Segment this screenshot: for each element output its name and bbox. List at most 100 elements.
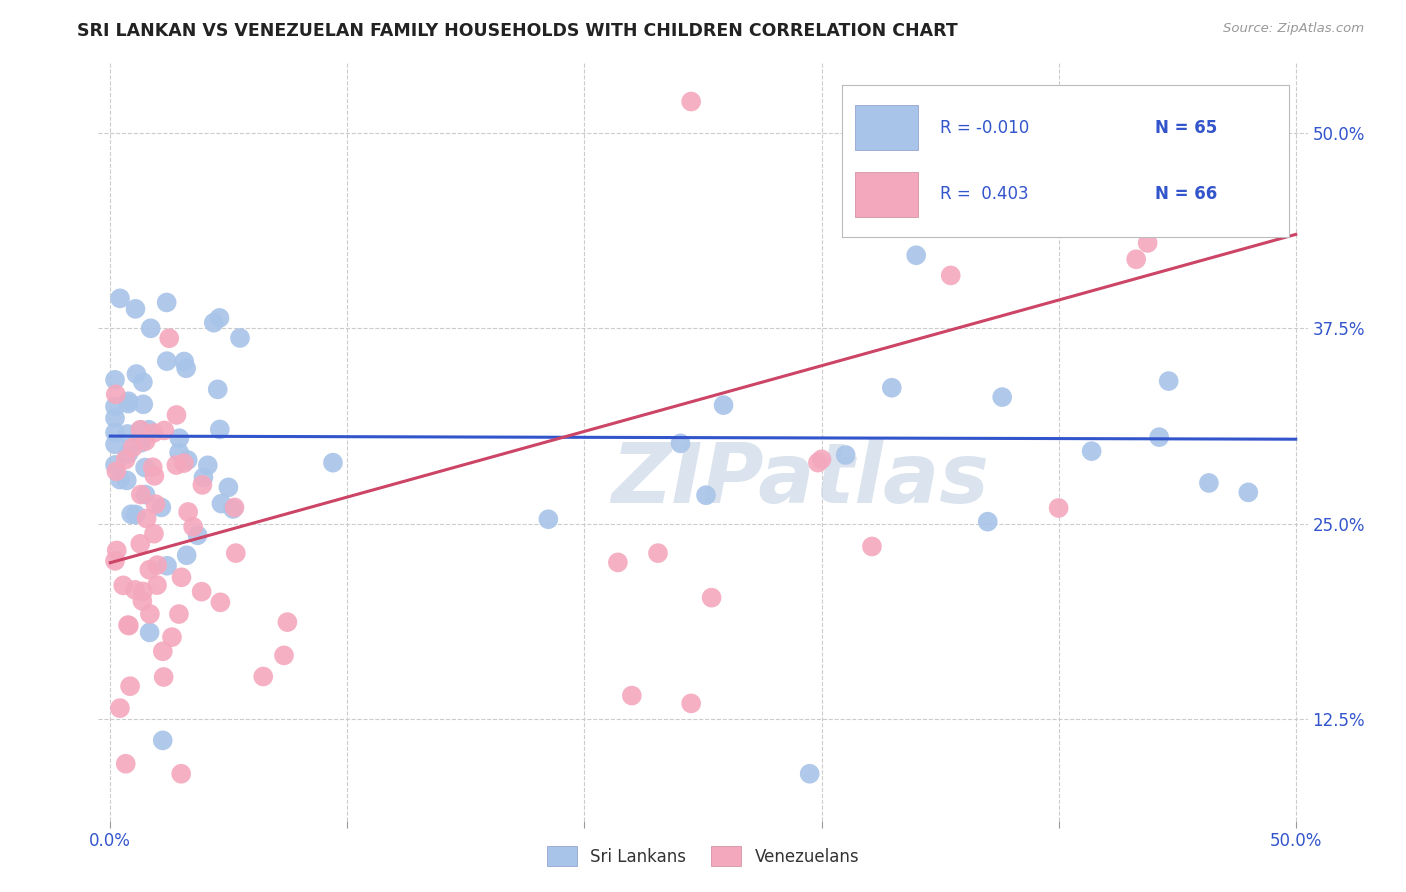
Point [173,354,195,368]
Point [905,248,928,262]
Point [880,381,903,395]
Point [142,425,165,440]
Point [208,422,231,436]
Point [132,397,155,411]
Point [104,437,127,451]
Point [139,321,162,335]
Point [118,618,141,632]
Point [139,607,162,621]
Point [176,548,198,562]
Point [939,268,962,283]
Point [152,670,174,684]
Point [142,460,165,475]
Point [145,497,167,511]
Point [156,295,179,310]
Point [965,157,987,171]
Point [114,756,136,771]
Point [1001,161,1024,176]
Text: SRI LANKAN VS VENEZUELAN FAMILY HOUSEHOLDS WITH CHILDREN CORRELATION CHART: SRI LANKAN VS VENEZUELAN FAMILY HOUSEHOL… [77,22,957,40]
Point [209,497,232,511]
Text: ZIPatlas: ZIPatlas [610,439,988,520]
Point [1157,374,1180,388]
Point [108,291,131,305]
Point [117,618,139,632]
Point [208,310,231,325]
Point [117,396,139,410]
Point [134,460,156,475]
Point [117,447,139,461]
Point [166,408,188,422]
Point [125,367,148,381]
Point [134,487,156,501]
Point [138,625,160,640]
Point [834,448,856,462]
Point [131,594,153,608]
Point [108,473,131,487]
Point [160,630,183,644]
Point [143,468,166,483]
Point [114,452,136,467]
Point [157,331,180,345]
Point [167,445,190,459]
Point [104,400,127,414]
Point [129,423,152,437]
Point [152,644,174,658]
Point [146,558,169,573]
Point [135,511,157,525]
Point [105,543,128,558]
Point [1047,500,1070,515]
Point [169,431,191,445]
Point [537,512,560,526]
Point [695,488,717,502]
Point [129,487,152,501]
Point [117,394,139,409]
Point [1080,444,1102,458]
Point [156,558,179,573]
Point [174,361,197,376]
Point [104,373,127,387]
Point [108,701,131,715]
Point [681,95,703,109]
Point [810,452,832,467]
Point [120,508,142,522]
Point [104,425,127,440]
Point [217,480,239,494]
Point [129,435,152,450]
Point [173,456,195,470]
Point [1198,475,1220,490]
Point [104,387,127,401]
Point [276,615,298,629]
Point [224,500,246,515]
Point [132,375,155,389]
Point [156,354,179,368]
Point [669,436,692,450]
Point [991,390,1014,404]
Point [129,537,152,551]
Point [229,331,252,345]
Point [104,411,127,425]
Point [165,458,187,472]
Point [799,766,821,780]
Point [143,526,166,541]
Point [132,584,155,599]
Point [807,456,830,470]
Point [197,458,219,473]
Point [135,434,157,449]
Point [620,689,643,703]
Point [207,382,229,396]
Point [1136,235,1159,250]
Point [193,470,215,484]
Point [117,426,139,441]
Point [104,458,127,472]
Point [252,669,274,683]
Point [273,648,295,663]
Point [176,453,198,467]
Point [700,591,723,605]
Point [177,505,200,519]
Point [606,555,628,569]
Point [322,456,344,470]
Point [167,607,190,621]
Point [1237,485,1260,500]
Point [1147,430,1170,444]
Point [121,441,143,455]
